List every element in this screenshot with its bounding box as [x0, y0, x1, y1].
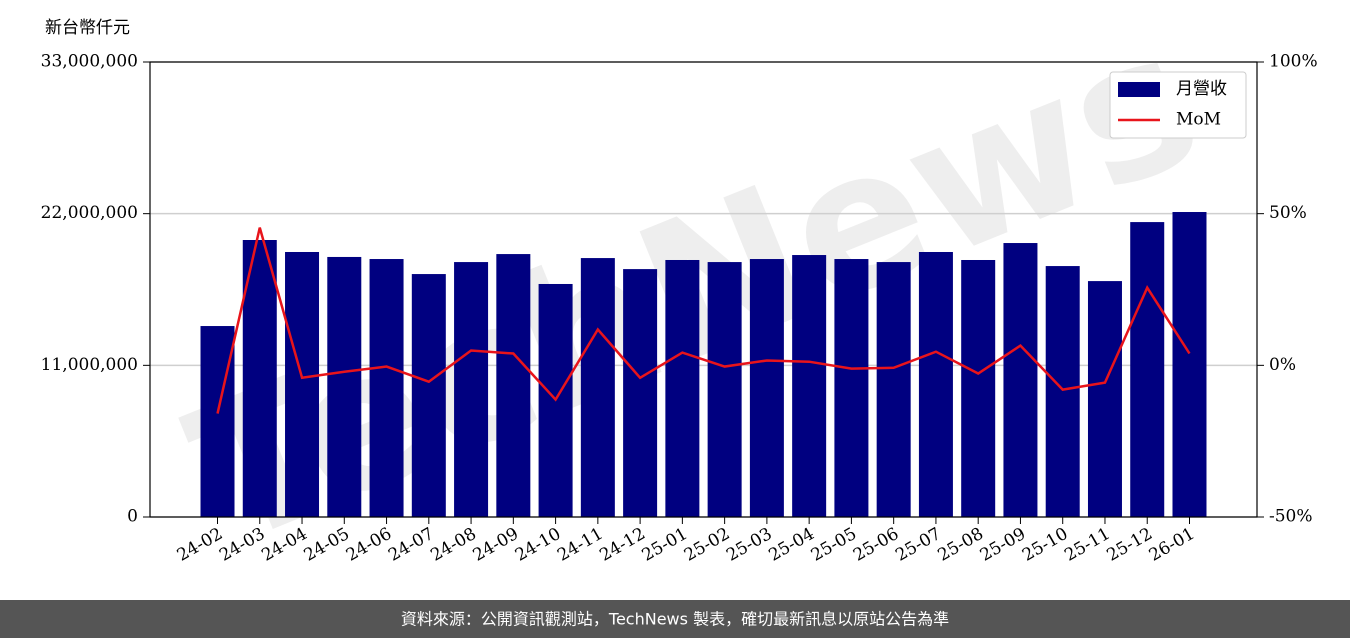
bar: [1130, 222, 1165, 517]
bar: [242, 240, 277, 517]
bar: [749, 259, 784, 517]
x-tick-label: 25-01: [639, 524, 691, 566]
x-tick-label: 25-03: [723, 524, 775, 566]
x-tick-label: 24-11: [554, 524, 606, 566]
bar: [285, 251, 320, 518]
legend-label: 月營收: [1176, 79, 1227, 99]
bar: [961, 259, 996, 517]
x-tick-label: 25-11: [1061, 524, 1113, 566]
x-tick-label: 24-02: [174, 524, 226, 566]
footer: 資料來源：公開資訊觀測站，TechNews 製表，確切最新訊息以原站公告為準: [401, 610, 949, 629]
bar: [1087, 281, 1122, 517]
x-tick-label: 24-09: [470, 524, 522, 566]
bar: [623, 269, 658, 517]
y-tick-label: 0: [127, 507, 138, 527]
bar: [834, 259, 869, 517]
y-tick-label: 22,000,000: [41, 203, 138, 223]
legend-swatch: [1118, 82, 1160, 97]
bar: [918, 251, 953, 518]
bar: [411, 274, 446, 517]
bar: [369, 259, 404, 517]
x-tick-label: 25-06: [850, 524, 902, 566]
bar: [1172, 212, 1207, 517]
x-tick-label: 25-02: [681, 524, 733, 566]
bar: [496, 254, 531, 517]
x-tick-label: 25-08: [934, 524, 986, 566]
x-tick-label: 26-01: [1146, 524, 1198, 566]
legend-label: MoM: [1176, 110, 1221, 130]
x-tick-label: 25-05: [808, 524, 860, 566]
bar: [665, 259, 700, 517]
x-tick-label: 25-10: [1019, 524, 1071, 566]
x-tick-label: 25-09: [977, 524, 1029, 566]
x-tick-label: 24-08: [427, 524, 479, 566]
x-tick-label: 24-10: [512, 524, 564, 566]
y2-tick-label: -50%: [1269, 507, 1313, 527]
bar: [792, 255, 827, 517]
bar: [454, 262, 489, 517]
x-tick-label: 25-07: [892, 524, 944, 566]
x-tick-label: 24-07: [385, 524, 437, 566]
y-tick-label: 11,000,000: [41, 355, 138, 375]
x-tick-label: 24-12: [596, 524, 648, 566]
y-tick-label: 33,000,000: [41, 52, 138, 72]
plot-frame: [149, 61, 1258, 518]
bar: [876, 262, 911, 517]
footer-bar: [0, 600, 1350, 638]
bar: [707, 262, 742, 517]
y-axis-label: 新台幣仟元: [45, 18, 130, 38]
bar: [1003, 243, 1038, 517]
y2-tick-label: 100%: [1269, 52, 1318, 72]
x-tick-label: 25-12: [1104, 524, 1156, 566]
y2-tick-label: 0%: [1269, 355, 1296, 375]
bar: [200, 326, 235, 517]
bar: [580, 258, 615, 517]
line: [216, 227, 1191, 414]
x-tick-label: 25-04: [765, 524, 817, 566]
y2-tick-label: 50%: [1269, 203, 1307, 223]
bar: [327, 256, 362, 517]
bar: [1045, 266, 1080, 517]
